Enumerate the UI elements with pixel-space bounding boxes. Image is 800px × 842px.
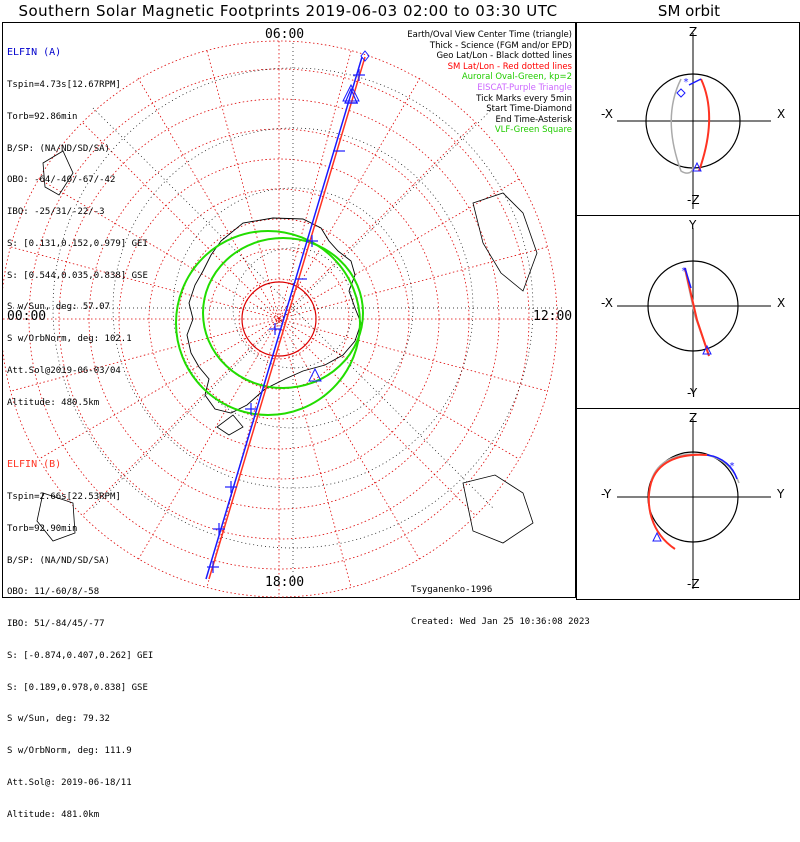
sm-grid <box>3 40 559 598</box>
elfin-a-line: Altitude: 480.5km <box>7 397 100 408</box>
elfin-b-line: IBO: 51/-84/45/-77 <box>7 619 105 630</box>
sm-pole-circle <box>241 281 317 357</box>
sm-panel-xz: * Z -Z -X X <box>576 22 800 216</box>
elfin-b-track <box>208 56 366 580</box>
legend-item: Geo Lat/Lon - Black dotted lines <box>436 51 572 62</box>
elfin-b-line: Altitude: 481.0km <box>7 809 100 820</box>
sm-orbit-title: SM orbit <box>657 2 721 20</box>
sm3-bottom: -Z <box>687 577 700 591</box>
elfin-a-line: Torb=92.86min <box>7 111 78 122</box>
elfin-a-info: ELFIN (A) Tspin=4.73s[12.67RPM] Torb=92.… <box>7 27 148 430</box>
polar-label-right: 12:00 <box>533 309 573 324</box>
legend-item: SM Lat/Lon - Red dotted lines <box>447 61 572 72</box>
elfin-b-line: S: [0.189,0.978,0.838] GSE <box>7 682 148 693</box>
elfin-a-line: S: [0.544,0.035,0.838] GSE <box>7 270 148 281</box>
legend-item: VLF-Green Square <box>494 125 572 136</box>
elfin-b-line: S w/OrbNorm, deg: 111.9 <box>7 746 132 757</box>
legend-item: Tick Marks every 5min <box>476 93 572 104</box>
sm2-left: -X <box>601 296 613 310</box>
legend-item: Thick - Science (FGM and/or EPD) <box>429 40 572 51</box>
legend: Earth/Oval View Center Time (triangle) T… <box>407 30 572 136</box>
sm3-left: -Y <box>601 487 612 501</box>
start-diamond <box>360 50 370 62</box>
sm2-top: Y <box>689 218 697 232</box>
svg-text:*: * <box>683 77 689 88</box>
elfin-a-line: S w/OrbNorm, deg: 102.1 <box>7 334 132 345</box>
elfin-b-name: ELFIN (B) <box>7 459 62 471</box>
track-ticks <box>207 69 365 573</box>
sm1-top: Z <box>689 25 698 39</box>
geo-grid <box>13 43 563 583</box>
sm2-bottom: -Y <box>687 386 698 400</box>
elfin-b-line: S w/Sun, deg: 79.32 <box>7 714 110 725</box>
view-center-triangle-a <box>344 87 358 104</box>
sm1-right: X <box>777 107 786 121</box>
polar-map <box>3 40 563 598</box>
elfin-a-line: Att.Sol@2019-06-03/04 <box>7 366 121 376</box>
elfin-b-line: Tspin=2.66s[22.53RPM] <box>7 491 121 502</box>
elfin-b-line: B/SP: (NA/ND/SD/SA) <box>7 555 110 566</box>
polar-label-bottom: 18:00 <box>265 575 305 590</box>
elfin-b-line: Att.Sol@: 2019-06-18/11 <box>7 778 132 788</box>
legend-item: Auroral Oval-Green, kp=2 <box>461 72 572 83</box>
elfin-a-line: OBO: -64/-40/-67/-42 <box>7 175 116 186</box>
sm-panel-yz: * Z -Z -Y Y <box>576 408 800 600</box>
auroral-oval-inner <box>202 237 364 389</box>
elfin-a-track <box>205 56 363 580</box>
legend-item: EISCAT-Purple Triangle <box>477 82 572 93</box>
sm3-top: Z <box>689 411 698 425</box>
sm-panel-xy: * Y -Y -X X <box>576 215 800 409</box>
created-credit: Created: Wed Jan 25 10:36:08 2023 <box>411 616 590 627</box>
model-credit: Tsyganenko-1996 <box>411 585 493 596</box>
figure-title: Southern Solar Magnetic Footprints 2019-… <box>18 2 558 20</box>
sm3-right: Y <box>777 487 785 501</box>
continent-outline <box>186 217 362 414</box>
elfin-b-info: ELFIN (B) Tspin=2.66s[22.53RPM] Torb=92.… <box>7 439 153 842</box>
svg-text:*: * <box>729 461 735 472</box>
sm1-left: -X <box>601 107 613 121</box>
credits: Tsyganenko-1996 Created: Wed Jan 25 10:3… <box>411 564 590 649</box>
elfin-a-line: Tspin=4.73s[12.67RPM] <box>7 79 121 90</box>
elfin-b-line: Torb=92.90min <box>7 523 78 534</box>
elfin-a-line: IBO: -25/31/-22/-3 <box>7 207 105 218</box>
svg-text:*: * <box>681 266 687 277</box>
elfin-a-line: S: [0.131,0.152,0.979] GEI <box>7 238 148 249</box>
legend-item: End Time-Asterisk <box>495 114 572 125</box>
elfin-a-name: ELFIN (A) <box>7 47 62 59</box>
elfin-a-line: B/SP: (NA/ND/SD/SA) <box>7 143 110 154</box>
view-center-triangle-b <box>342 83 360 102</box>
elfin-b-line: S: [-0.874,0.407,0.262] GEI <box>7 650 154 661</box>
sm2-right: X <box>777 296 786 310</box>
polar-label-top: 06:00 <box>265 27 305 42</box>
legend-item: Start Time-Diamond <box>486 104 572 115</box>
elfin-b-line: OBO: 11/-60/8/-58 <box>7 587 100 598</box>
polar-label-left: 00:00 <box>7 309 47 324</box>
legend-item: Earth/Oval View Center Time (triangle) <box>407 30 572 40</box>
auroral-oval-outer <box>175 230 361 416</box>
sm1-bottom: -Z <box>687 193 700 207</box>
elfin-a-line: S w/Sun, deg: 57.07 <box>7 302 110 313</box>
